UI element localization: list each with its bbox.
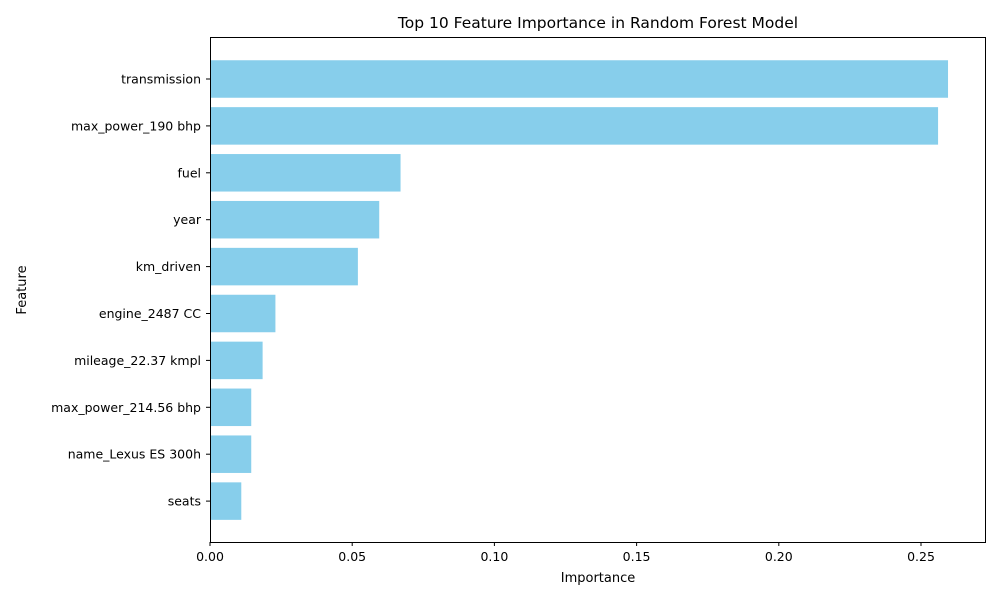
y-tick-label: seats [168, 494, 201, 509]
x-tick-label: 0.10 [480, 549, 508, 564]
y-tick-label: year [173, 212, 202, 227]
chart-title: Top 10 Feature Importance in Random Fore… [397, 14, 798, 32]
y-tick-label: name_Lexus ES 300h [68, 447, 201, 462]
x-tick-label: 0.00 [196, 549, 224, 564]
y-tick-labels: transmission max_power_190 bhp fuel year km_… [51, 72, 210, 509]
x-tick-label: 0.05 [338, 549, 366, 564]
bar [210, 388, 252, 427]
bar [210, 435, 252, 473]
axes-frame [210, 37, 986, 543]
bar [210, 107, 939, 145]
y-tick-label: max_power_190 bhp [71, 118, 201, 133]
bar [210, 247, 358, 286]
x-tick-label: 0.15 [623, 549, 651, 564]
y-tick-label: transmission [121, 72, 201, 87]
y-axis-label: Feature [15, 265, 30, 314]
x-tick-label: 0.25 [907, 549, 935, 564]
x-tick-label: 0.20 [765, 549, 793, 564]
x-axis-label: Importance [561, 571, 636, 586]
y-tick-label: max_power_214.56 bhp [51, 400, 201, 415]
y-tick-label: km_driven [136, 259, 201, 274]
y-tick-label: fuel [178, 165, 202, 180]
y-tick-label: engine_2487 CC [99, 306, 201, 321]
x-ticks: 0.00 0.05 0.10 0.15 0.20 0.25 [196, 542, 935, 564]
bars-group [210, 60, 949, 520]
bar [210, 200, 380, 239]
y-tick-label: mileage_22.37 kmpl [74, 353, 201, 368]
bar [210, 482, 242, 520]
bar [210, 294, 276, 333]
bar [210, 341, 263, 380]
bar [210, 60, 949, 98]
bar [210, 154, 401, 192]
